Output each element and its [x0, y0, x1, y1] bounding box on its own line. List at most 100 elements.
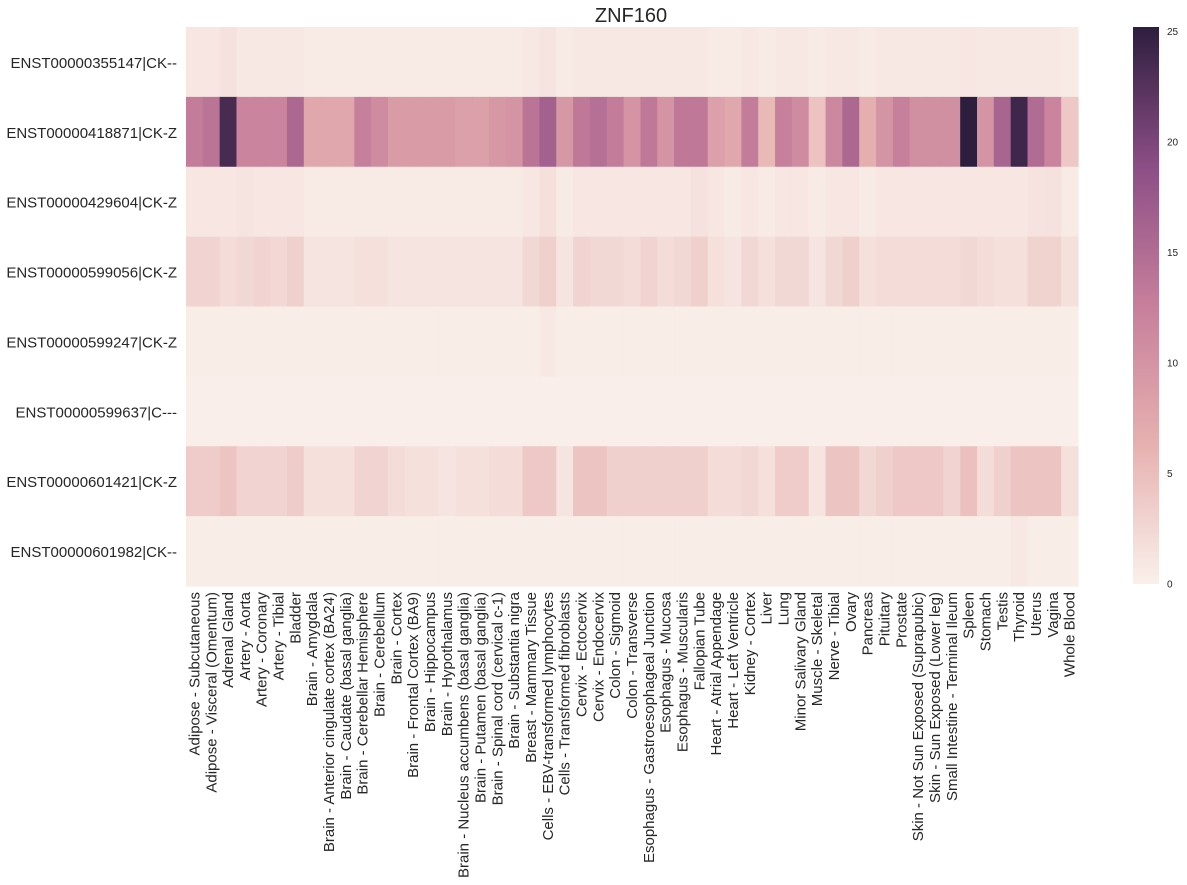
- heatmap-cell: [1061, 96, 1079, 168]
- colorbar: 0 5 10 15 20 25: [1133, 27, 1179, 591]
- heatmap-cell: [219, 306, 238, 377]
- heatmap-cell: [623, 166, 642, 238]
- heatmap-cell: [1044, 446, 1062, 517]
- heatmap-cell: [253, 96, 271, 168]
- heatmap-cell: [320, 516, 339, 587]
- heatmap-cell: [202, 166, 221, 238]
- heatmap-cell: [977, 446, 995, 517]
- heatmap-cell: [960, 27, 978, 98]
- heatmap-cell: [539, 236, 557, 308]
- heatmap-cell: [606, 166, 625, 238]
- row-labels: ENST00000355147|CK-- ENST00000418871|CK-Z…: [6, 55, 177, 561]
- column-label: Esophagus - Mucosa: [658, 591, 675, 733]
- column-label: Cells - EBV-transformed lymphocytes: [540, 592, 557, 840]
- heatmap-cell: [539, 306, 557, 377]
- column-label: Lung: [775, 592, 792, 625]
- heatmap-cell: [1010, 27, 1029, 98]
- heatmap-cell: [876, 166, 894, 238]
- heatmap-cell: [825, 446, 843, 517]
- heatmap-cell: [623, 96, 642, 168]
- heatmap-cell: [960, 96, 978, 168]
- heatmap-cell: [791, 446, 810, 517]
- column-label: Brain - Cerebellar Hemisphere: [355, 592, 372, 795]
- heatmap-cell: [320, 446, 339, 517]
- heatmap-cell: [707, 96, 726, 168]
- row-label: ENST00000599247|CK-Z: [6, 334, 177, 351]
- column-label: Esophagus - Muscularis: [674, 592, 691, 752]
- heatmap-cell: [977, 236, 995, 308]
- heatmap-cell: [472, 446, 490, 517]
- heatmap-cell: [1044, 376, 1062, 447]
- heatmap-cell: [741, 306, 759, 377]
- heatmap-cell: [960, 306, 978, 377]
- heatmap-cell: [791, 96, 810, 168]
- heatmap-cell: [926, 236, 944, 308]
- heatmap-cell: [876, 236, 894, 308]
- heatmap-cell: [472, 166, 490, 238]
- column-label: Adipose - Subcutaneous: [186, 592, 203, 755]
- heatmap-cell: [371, 166, 389, 238]
- heatmap-cell: [791, 27, 810, 98]
- column-label: Brain - Amygdala: [304, 591, 321, 706]
- heatmap-cell: [438, 446, 456, 517]
- heatmap-cell: [455, 376, 473, 447]
- heatmap-cell: [674, 516, 692, 587]
- heatmap-cell: [758, 516, 776, 587]
- heatmap-cell: [977, 376, 995, 447]
- heatmap-cell: [589, 96, 608, 168]
- heatmap-cell: [202, 446, 221, 517]
- heatmap-cell: [286, 236, 305, 308]
- heatmap-cell: [1027, 27, 1045, 98]
- heatmap-cell: [589, 236, 608, 308]
- heatmap-cell: [573, 516, 591, 587]
- heatmap-cell: [337, 446, 355, 517]
- heatmap-cell: [320, 236, 339, 308]
- heatmap-cell: [1010, 516, 1029, 587]
- heatmap-cell: [522, 376, 541, 447]
- heatmap-cell: [724, 306, 742, 377]
- heatmap-cell: [1044, 236, 1062, 308]
- heatmap-cell: [573, 446, 591, 517]
- heatmap-cell: [825, 27, 843, 98]
- row-label: ENST00000599056|CK-Z: [6, 265, 177, 282]
- column-label: Nerve - Tibial: [826, 592, 843, 680]
- heatmap-cell: [438, 96, 456, 168]
- heatmap-cell: [741, 376, 759, 447]
- heatmap-cell: [808, 236, 827, 308]
- heatmap-cell: [387, 376, 406, 447]
- heatmap-cell: [775, 516, 793, 587]
- heatmap-cell: [505, 446, 524, 517]
- heatmap-cell: [993, 516, 1012, 587]
- heatmap-cell: [808, 306, 827, 377]
- heatmap-cell: [270, 306, 288, 377]
- heatmap-cell: [354, 516, 372, 587]
- heatmap-cell: [253, 516, 271, 587]
- heatmap-cell: [303, 96, 322, 168]
- column-label: Brain - Caudate (basal ganglia): [338, 592, 355, 800]
- heatmap-cell: [640, 306, 658, 377]
- heatmap-cell: [960, 516, 978, 587]
- heatmap-cell: [337, 27, 355, 98]
- heatmap-cell: [573, 96, 591, 168]
- heatmap-cell: [1010, 166, 1029, 238]
- heatmap-cell: [303, 27, 322, 98]
- heatmap-cell: [404, 446, 423, 517]
- heatmap-cell: [303, 236, 322, 308]
- heatmap-cell: [219, 96, 238, 168]
- heatmap-cell: [320, 376, 339, 447]
- heatmap-cell: [1061, 27, 1079, 98]
- heatmap-cell: [657, 516, 675, 587]
- heatmap-cell: [387, 446, 406, 517]
- column-label: Liver: [759, 592, 776, 625]
- heatmap-cell: [606, 516, 625, 587]
- heatmap-cell: [219, 27, 238, 98]
- heatmap-cell: [219, 166, 238, 238]
- heatmap-cell: [202, 96, 221, 168]
- column-label: Minor Salivary Gland: [792, 592, 809, 731]
- heatmap-cell: [253, 446, 271, 517]
- heatmap-cell: [791, 516, 810, 587]
- heatmap-cell: [724, 446, 742, 517]
- column-label: Muscle - Skeletal: [809, 592, 826, 706]
- heatmap-cell: [472, 306, 490, 377]
- heatmap-cell: [960, 376, 978, 447]
